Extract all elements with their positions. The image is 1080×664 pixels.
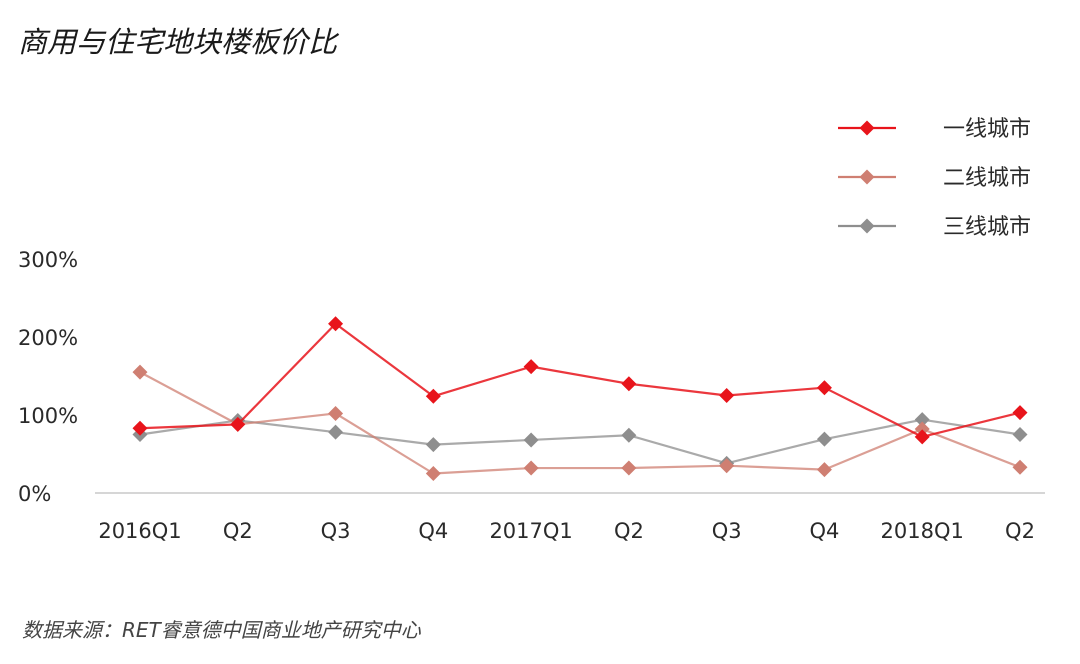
x-tick-label: Q2: [1005, 519, 1035, 543]
data-point: [523, 359, 539, 375]
x-axis-tick-labels: 2016Q1 Q2 Q3 Q4 2017Q1 Q2 Q3 Q4 2018Q1 Q2: [98, 519, 1035, 543]
y-axis-tick-labels: 0% 100% 200% 300%: [18, 248, 78, 506]
x-tick-label: Q2: [614, 519, 644, 543]
legend-label: 三线城市: [943, 215, 1031, 240]
x-tick-label: 2018Q1: [881, 519, 964, 543]
data-point: [523, 460, 539, 476]
x-tick-label: 2016Q1: [98, 519, 181, 543]
legend-label: 二线城市: [943, 166, 1031, 191]
legend-item: 一线城市: [838, 117, 1031, 142]
data-point: [816, 431, 832, 447]
x-tick-label: 2017Q1: [489, 519, 572, 543]
legend-swatch-marker: [859, 120, 875, 136]
y-tick-label: 0%: [18, 482, 51, 506]
x-tick-label: Q3: [321, 519, 351, 543]
data-point: [816, 462, 832, 478]
chart-source: 数据来源：RET睿意德中国商业地产研究中心: [22, 618, 422, 642]
data-point: [523, 432, 539, 448]
data-point: [132, 420, 148, 436]
data-point: [719, 458, 735, 474]
data-point: [621, 460, 637, 476]
data-point: [1012, 459, 1028, 475]
legend-item: 二线城市: [838, 166, 1031, 191]
data-point: [328, 424, 344, 440]
series-1: [132, 316, 1028, 445]
legend-label: 一线城市: [943, 117, 1031, 142]
data-point: [230, 416, 246, 432]
data-point: [914, 429, 930, 445]
legend-swatch-marker: [859, 169, 875, 185]
legend-swatch-marker: [859, 218, 875, 234]
series-line: [139, 322, 1021, 438]
y-tick-label: 100%: [18, 404, 78, 428]
data-point: [914, 412, 930, 428]
series-line: [139, 371, 1021, 475]
data-point: [425, 437, 441, 453]
legend-item: 三线城市: [838, 215, 1031, 240]
data-point: [621, 376, 637, 392]
data-point: [328, 316, 344, 332]
x-tick-label: Q2: [223, 519, 253, 543]
series-line: [139, 418, 1021, 465]
x-tick-label: Q4: [418, 519, 448, 543]
data-point: [425, 466, 441, 481]
data-point: [719, 388, 735, 403]
chart-title: 商用与住宅地块楼板价比: [18, 25, 340, 59]
series-layer: [132, 316, 1028, 481]
data-point: [816, 380, 832, 396]
data-point: [914, 421, 930, 437]
data-point: [1012, 427, 1028, 442]
x-tick-label: Q4: [809, 519, 839, 543]
y-tick-label: 200%: [18, 326, 78, 350]
data-point: [132, 364, 148, 380]
data-point: [621, 427, 637, 443]
data-point: [1012, 405, 1028, 421]
data-point: [328, 405, 344, 421]
y-tick-label: 300%: [18, 248, 78, 272]
data-point: [425, 388, 441, 404]
x-tick-label: Q3: [712, 519, 742, 543]
